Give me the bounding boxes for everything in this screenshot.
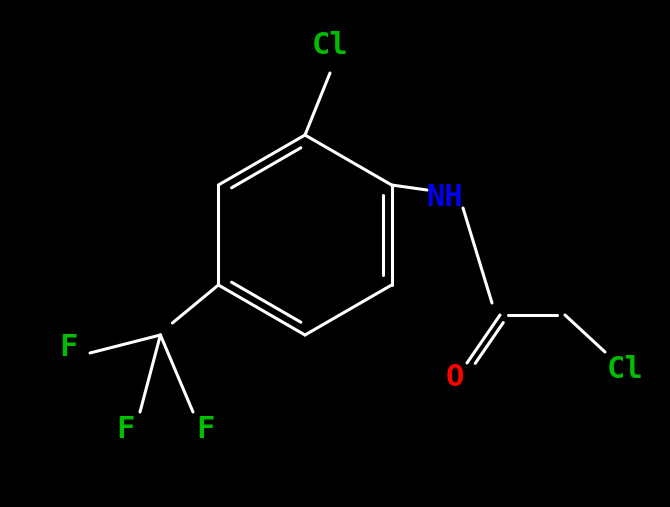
Text: Cl: Cl xyxy=(606,355,643,384)
Text: F: F xyxy=(116,416,134,445)
Text: F: F xyxy=(59,334,77,363)
Text: F: F xyxy=(196,416,214,445)
Text: O: O xyxy=(446,363,464,391)
Text: Cl: Cl xyxy=(312,30,348,59)
Text: NH: NH xyxy=(427,184,464,212)
